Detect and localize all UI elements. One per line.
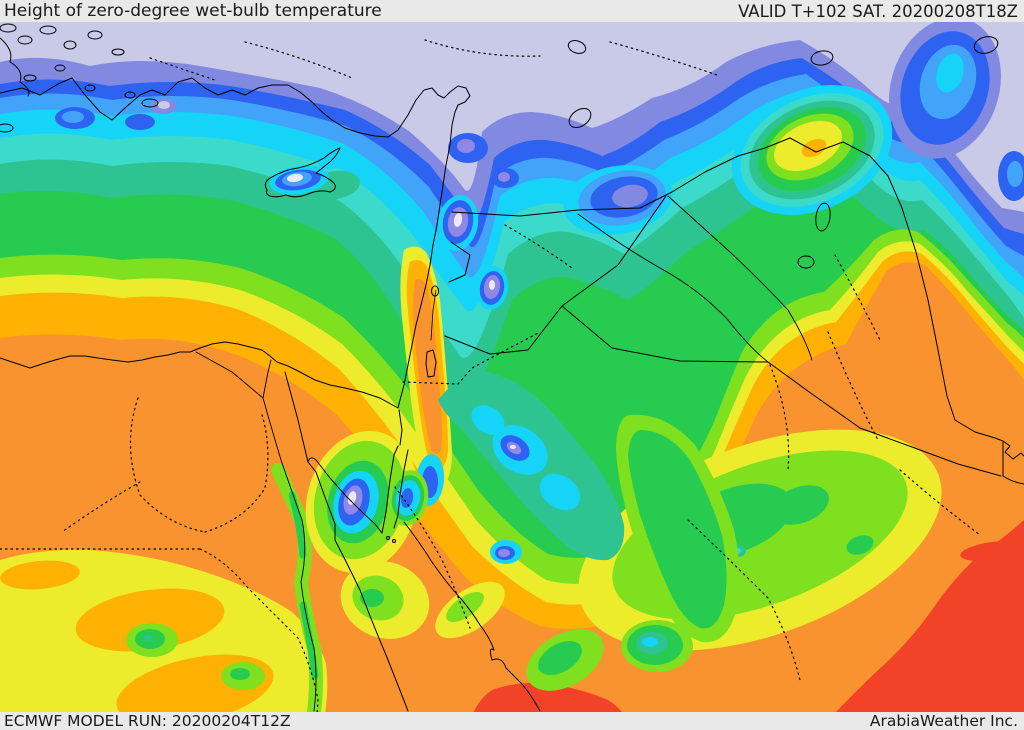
- turkey-syria-iraq-iran-border: [452, 138, 1003, 441]
- jordan-saudi-dotted-border: [403, 332, 540, 384]
- tigris-river: [668, 196, 812, 360]
- nile-delta-branch-east: [263, 360, 271, 398]
- syria-iraq-border: [562, 196, 666, 306]
- euphrates-river: [578, 214, 768, 362]
- country-borders: [399, 138, 1003, 476]
- sea-of-galilee: [432, 286, 439, 296]
- aegean-islands: [0, 24, 396, 543]
- jordan-iraq-border: [562, 306, 612, 348]
- sinai-cold-spot: [387, 470, 429, 526]
- lake-beysehir: [566, 105, 595, 132]
- egypt-israel-border: [399, 410, 402, 445]
- green-tongue-southeast: [616, 414, 740, 643]
- lake-urmia: [972, 34, 999, 56]
- header-bar: Height of zero-degree wet-bulb temperatu…: [0, 0, 1024, 22]
- lebanon-mountain-cold-cores: [437, 195, 509, 310]
- lake-razzaza: [798, 256, 814, 268]
- lake-tharthar: [814, 202, 832, 232]
- rivers: [196, 196, 812, 711]
- cyprus-coastline: [265, 148, 340, 197]
- lake-van: [810, 49, 834, 67]
- footer-bar: ECMWF MODEL RUN: 20200204T12Z ArabiaWeat…: [0, 711, 1024, 730]
- band-red-streak: [960, 541, 1024, 561]
- lakes: [426, 34, 1000, 377]
- dead-sea: [426, 350, 436, 377]
- syria-lebanon-border: [449, 242, 470, 282]
- zagros-cold-pocket: [889, 17, 1024, 201]
- ne-syria-cold-pocket: [563, 165, 673, 235]
- jordan-plateau-cold-tongue: [415, 372, 625, 564]
- lake-tuz: [566, 38, 587, 55]
- dotted-admin-boundaries: [0, 40, 980, 729]
- sw-turkey-cold-pockets: [55, 98, 176, 130]
- nile-delta-branch-west: [196, 352, 263, 398]
- nile-river: [263, 398, 316, 711]
- model-run-label: ECMWF MODEL RUN: 20200204T12Z: [4, 711, 291, 730]
- geography-linework: [0, 24, 1024, 729]
- valid-time-label: VALID T+102 SAT. 20200208T18Z: [738, 1, 1018, 21]
- coastlines: [0, 38, 1024, 711]
- syria-jordan-border: [445, 306, 562, 354]
- map-title: Height of zero-degree wet-bulb temperatu…: [4, 1, 382, 21]
- tiran-island-2: [393, 540, 396, 543]
- tiran-island: [387, 537, 390, 540]
- red-sea-coast-green-spots: [435, 581, 693, 691]
- south-egypt-yellow-patch: [0, 549, 328, 729]
- band-red-southeast: [828, 520, 1024, 729]
- eastern-desert-cool-spot: [340, 561, 430, 639]
- jordan-river: [431, 290, 436, 340]
- cyprus-cold-core: [269, 154, 360, 200]
- provider-credit: ArabiaWeather Inc.: [869, 711, 1018, 730]
- taurus-cold-pockets: [448, 133, 519, 188]
- iraq-saudi-border: [612, 348, 1001, 476]
